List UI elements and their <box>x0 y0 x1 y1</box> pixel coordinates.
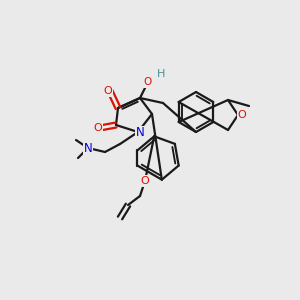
Text: O: O <box>144 77 152 87</box>
Text: O: O <box>238 110 246 120</box>
Text: O: O <box>103 86 112 96</box>
Text: O: O <box>141 176 149 186</box>
Text: O: O <box>94 123 102 133</box>
Text: N: N <box>136 127 144 140</box>
Text: N: N <box>84 142 92 154</box>
Text: H: H <box>157 69 165 79</box>
